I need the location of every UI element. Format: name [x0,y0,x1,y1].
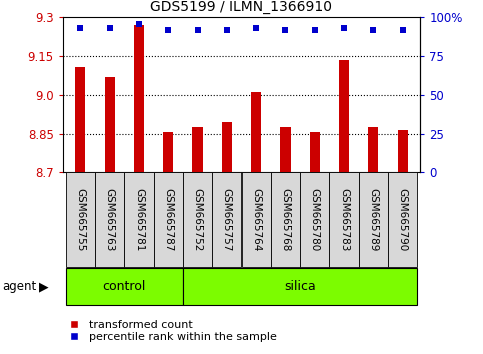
Bar [222,122,232,172]
Text: ▶: ▶ [39,280,48,293]
Text: GSM665764: GSM665764 [251,188,261,252]
Bar [183,172,212,268]
Bar [66,172,95,268]
Text: GSM665787: GSM665787 [163,188,173,252]
Bar [329,172,359,268]
Bar [212,172,242,268]
Bar [163,132,173,172]
Bar [75,67,85,172]
Bar [251,92,261,172]
Bar [271,172,300,268]
Bar [192,127,203,172]
Bar [280,127,291,172]
Text: silica: silica [284,280,316,293]
Bar [95,172,124,268]
Bar [388,172,417,268]
Bar [154,172,183,268]
Bar [368,127,379,172]
Bar [300,172,329,268]
Bar [242,172,271,268]
Text: GSM665790: GSM665790 [398,188,408,252]
Text: control: control [102,280,146,293]
Text: agent: agent [2,280,37,293]
Text: GSM665763: GSM665763 [105,188,114,252]
Legend: transformed count, percentile rank within the sample: transformed count, percentile rank withi… [59,315,281,347]
Text: GSM665781: GSM665781 [134,188,144,252]
Bar [183,268,417,305]
Bar [398,130,408,172]
Bar [66,268,183,305]
Bar [310,132,320,172]
Text: GSM665789: GSM665789 [369,188,378,252]
Bar [339,60,349,172]
Text: GSM665768: GSM665768 [281,188,290,252]
Bar [124,172,154,268]
Bar [134,25,144,172]
Bar [104,77,115,172]
Text: GSM665752: GSM665752 [193,188,202,252]
Text: GSM665780: GSM665780 [310,188,320,252]
Text: GSM665755: GSM665755 [75,188,85,252]
Bar [359,172,388,268]
Text: GSM665757: GSM665757 [222,188,232,252]
Title: GDS5199 / ILMN_1366910: GDS5199 / ILMN_1366910 [151,0,332,14]
Text: GSM665783: GSM665783 [339,188,349,252]
